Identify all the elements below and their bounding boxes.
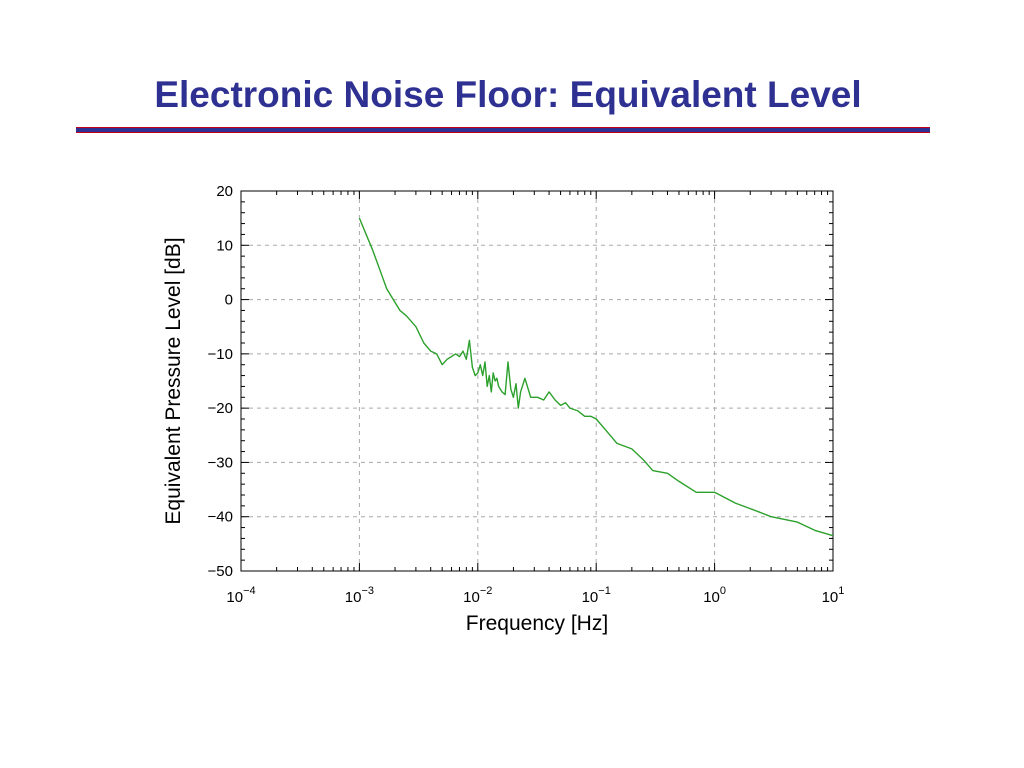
x-tick-label: 10−4 <box>226 585 255 606</box>
x-tick-label: 101 <box>822 585 845 606</box>
series-line <box>358 217 834 537</box>
y-tick-label: −40 <box>208 509 233 526</box>
y-tick-label: −50 <box>208 563 233 580</box>
x-tick-label: 10−1 <box>582 585 611 606</box>
slide-title: Electronic Noise Floor: Equivalent Level <box>154 74 862 115</box>
y-tick-label: 20 <box>216 183 233 200</box>
y-tick-label: 0 <box>225 292 233 309</box>
major-ticks <box>240 190 834 572</box>
x-tick-labels: 10−4 10−3 10−2 10−1 100 101 <box>226 585 844 606</box>
y-axis-label: Equivalent Pressure Level [dB] <box>162 237 185 524</box>
grid <box>241 191 833 571</box>
title-rule <box>76 127 930 133</box>
x-tick-label: 10−3 <box>345 585 374 606</box>
plot-frame <box>240 190 834 572</box>
x-tick-label: 100 <box>703 585 726 606</box>
series <box>358 217 834 537</box>
x-axis-label: Frequency [Hz] <box>466 612 608 635</box>
minor-ticks <box>241 191 833 571</box>
y-tick-label: 10 <box>216 237 233 254</box>
y-tick-label: −10 <box>208 346 233 363</box>
x-tick-label: 10−2 <box>463 585 492 606</box>
y-tick-label: −30 <box>208 454 233 471</box>
y-tick-labels: 20 10 0 −10 −20 −30 −40 −50 <box>208 183 233 580</box>
y-tick-label: −20 <box>208 400 233 417</box>
